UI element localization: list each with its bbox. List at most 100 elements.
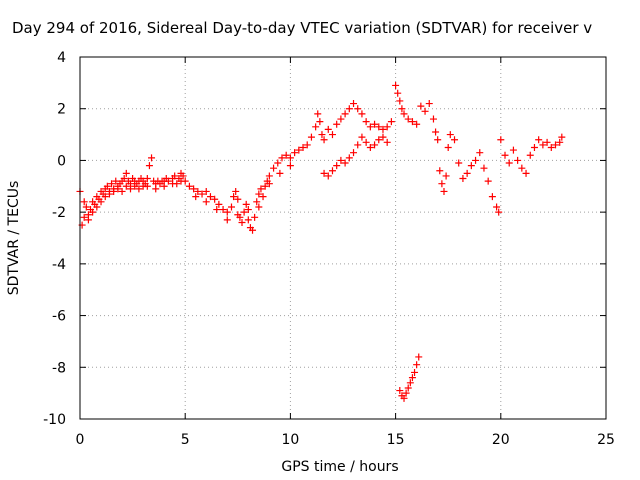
x-axis-label: GPS time / hours xyxy=(281,459,398,475)
data-point xyxy=(396,97,404,105)
data-point xyxy=(408,374,416,382)
data-point xyxy=(274,159,282,167)
data-point xyxy=(442,172,450,180)
data-point xyxy=(558,133,566,141)
data-point xyxy=(383,123,391,131)
data-point xyxy=(543,138,551,146)
data-point xyxy=(350,149,358,157)
data-point xyxy=(497,136,505,144)
data-point xyxy=(463,169,471,177)
data-point xyxy=(402,389,410,397)
data-point xyxy=(379,125,387,133)
data-point xyxy=(530,144,538,151)
data-point xyxy=(406,379,414,387)
data-point xyxy=(408,118,416,126)
data-point xyxy=(362,118,370,126)
data-point xyxy=(232,187,240,195)
data-point xyxy=(413,361,421,369)
data-point xyxy=(192,193,200,201)
data-point xyxy=(484,177,492,185)
data-point xyxy=(282,151,290,159)
data-point xyxy=(238,218,246,226)
data-point xyxy=(514,156,522,164)
data-point xyxy=(345,105,353,113)
data-point xyxy=(80,198,88,206)
data-point xyxy=(126,185,134,193)
data-point xyxy=(219,206,227,214)
data-point xyxy=(194,187,202,195)
data-point xyxy=(270,164,278,172)
data-point xyxy=(179,172,187,180)
data-point xyxy=(135,185,143,193)
data-point xyxy=(509,146,517,154)
data-point xyxy=(379,133,387,141)
data-point xyxy=(432,128,440,136)
data-point xyxy=(164,177,172,185)
data-point xyxy=(103,182,111,190)
data-point xyxy=(328,167,336,175)
data-point xyxy=(286,162,294,170)
plot-frame xyxy=(79,56,607,420)
data-point xyxy=(89,208,97,216)
data-point xyxy=(307,133,315,141)
data-point xyxy=(122,182,130,190)
data-point xyxy=(366,144,374,151)
y-tick-label: 2 xyxy=(57,102,66,118)
data-point xyxy=(145,162,153,170)
data-point xyxy=(160,182,168,190)
data-point xyxy=(278,154,286,162)
data-point xyxy=(320,136,328,144)
data-point xyxy=(333,120,341,128)
data-point xyxy=(505,159,513,167)
data-point xyxy=(152,185,160,193)
data-point xyxy=(362,138,370,146)
x-tick-label: 15 xyxy=(387,432,405,448)
data-point xyxy=(312,123,320,131)
data-point xyxy=(324,172,332,180)
data-point xyxy=(337,115,345,123)
data-point xyxy=(97,198,105,206)
data-point xyxy=(398,105,406,113)
data-point xyxy=(93,203,101,211)
y-axis-label: SDTVAR / TECUs xyxy=(6,181,22,296)
data-point xyxy=(411,368,419,376)
data-point xyxy=(265,180,273,188)
data-point xyxy=(358,133,366,141)
data-point xyxy=(434,136,442,144)
data-point xyxy=(314,110,322,118)
data-point xyxy=(223,216,231,224)
data-point xyxy=(110,187,118,195)
data-point xyxy=(82,203,90,211)
data-point xyxy=(493,203,501,211)
data-point xyxy=(316,118,324,126)
data-point xyxy=(108,180,116,188)
x-tick-label: 0 xyxy=(76,432,85,448)
data-point xyxy=(488,193,496,201)
data-point xyxy=(413,120,421,128)
data-point xyxy=(202,187,210,195)
data-point xyxy=(240,208,248,216)
data-point xyxy=(495,208,503,216)
data-point xyxy=(185,182,193,190)
data-point xyxy=(84,216,92,224)
data-point xyxy=(345,154,353,162)
data-point xyxy=(324,125,332,133)
data-point xyxy=(131,182,139,190)
data-point xyxy=(299,144,307,151)
data-point xyxy=(467,162,475,170)
x-tick-label: 5 xyxy=(181,432,190,448)
data-point xyxy=(387,118,395,126)
data-point xyxy=(446,131,454,139)
data-point xyxy=(227,203,235,211)
data-point xyxy=(80,213,88,221)
y-tick-label: -4 xyxy=(52,257,66,273)
data-point xyxy=(429,115,437,123)
data-point xyxy=(518,164,526,172)
data-point xyxy=(286,154,294,162)
x-tick-label: 10 xyxy=(281,432,299,448)
data-point xyxy=(337,156,345,164)
data-point xyxy=(112,177,120,185)
data-point xyxy=(522,169,530,177)
data-point xyxy=(438,180,446,188)
data-point xyxy=(535,136,543,144)
